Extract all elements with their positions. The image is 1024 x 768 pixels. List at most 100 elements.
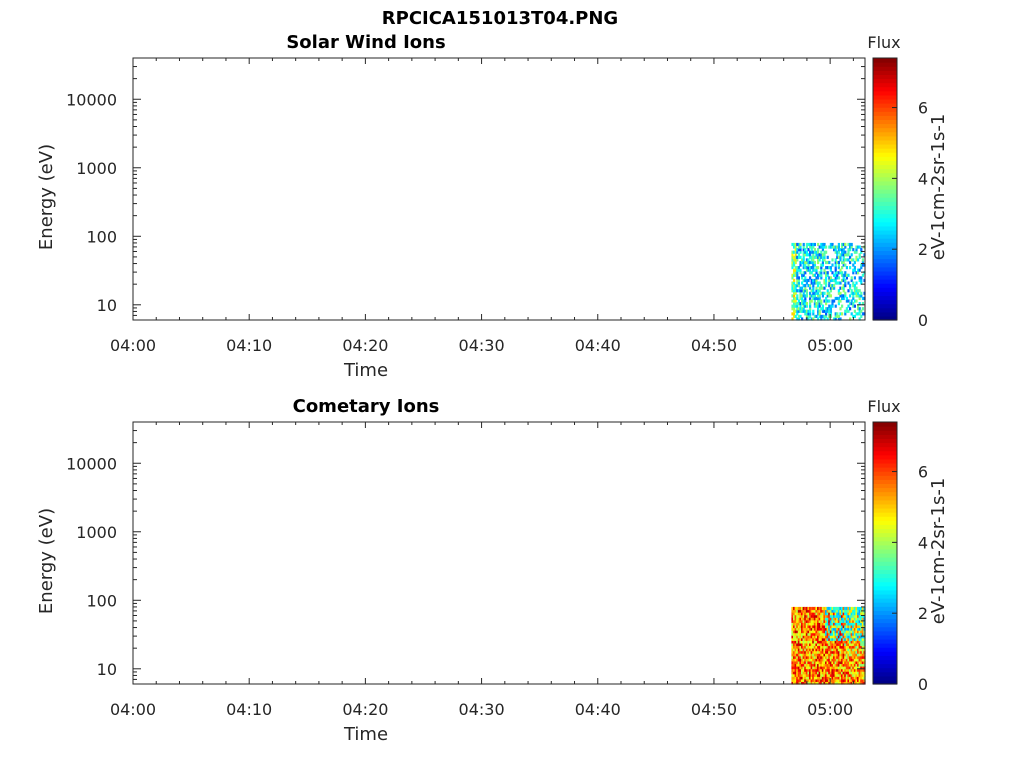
solar-wind-cell: [834, 258, 837, 262]
cometary-cell: [837, 678, 840, 683]
cometary-cell: [813, 630, 817, 634]
solar-wind-cell: [855, 245, 858, 249]
solar-wind-cell: [825, 278, 828, 283]
solar-wind-cell: [794, 309, 797, 313]
cometary-cell: [810, 606, 813, 611]
cometary-cell: [813, 617, 817, 621]
cometary-cell: [845, 619, 848, 623]
solar-wind-cell: [797, 309, 801, 313]
solar-wind-cell: [817, 299, 820, 303]
solar-wind-cell: [817, 289, 820, 293]
solar-wind-cell: [805, 242, 809, 247]
cometary-colorbar-segment: [873, 647, 897, 652]
solar-wind-cell: [793, 271, 796, 275]
solar-wind-cell: [842, 242, 845, 247]
solar-wind-cell: [842, 263, 845, 267]
solar-wind-cell: [805, 281, 809, 285]
cometary-cell: [847, 612, 850, 616]
cometary-cell: [836, 666, 839, 670]
solar-wind-cell: [826, 271, 829, 275]
cometary-cell: [841, 635, 844, 639]
cometary-cell: [849, 632, 852, 636]
cometary-colorbar-segment: [873, 622, 897, 628]
cometary-cell: [855, 645, 858, 649]
cometary-cell: [853, 660, 856, 665]
cometary-cell: [796, 617, 799, 621]
solar-wind-cell: [802, 271, 805, 275]
cometary-cell: [858, 668, 861, 672]
solar-wind-colorbar-segment: [873, 70, 897, 75]
solar-wind-cell: [794, 286, 797, 290]
solar-wind-cell: [841, 242, 844, 247]
solar-wind-cell: [825, 309, 828, 313]
cometary-cell: [831, 606, 834, 611]
solar-wind-cell: [858, 289, 861, 293]
cometary-cell: [825, 676, 828, 680]
cometary-cell: [799, 663, 802, 667]
solar-wind-cell: [849, 266, 852, 270]
cometary-cell: [836, 660, 839, 665]
cometary-cell: [802, 655, 805, 659]
cometary-cell: [847, 671, 850, 675]
cometary-cell: [857, 617, 860, 621]
solar-wind-cell: [828, 266, 831, 270]
solar-wind-colorbar-segment: [873, 201, 897, 206]
cometary-cell: [858, 660, 861, 665]
solar-wind-cell: [823, 286, 826, 290]
cometary-colorbar-segment: [873, 581, 897, 587]
cometary-cell: [828, 660, 831, 665]
solar-wind-cell: [815, 255, 818, 259]
solar-wind-cell: [796, 309, 799, 313]
cometary-cell: [834, 678, 837, 683]
solar-wind-cell: [807, 248, 810, 252]
solar-wind-cell: [809, 309, 812, 313]
solar-wind-cell: [813, 278, 817, 283]
cometary-cell: [821, 648, 825, 652]
cometary-cell: [821, 678, 825, 683]
cometary-cell: [839, 642, 842, 647]
cometary-cell: [820, 619, 823, 623]
cometary-cell: [804, 645, 807, 649]
solar-wind-cell: [836, 312, 839, 316]
solar-wind-cell: [810, 294, 813, 298]
cometary-cell: [828, 671, 831, 675]
cometary-cell: [861, 655, 864, 659]
cometary-cell: [805, 676, 809, 680]
solar-wind-cell: [791, 281, 794, 285]
cometary-cell: [826, 627, 829, 631]
cometary-cell: [860, 648, 863, 652]
cometary-cell: [836, 630, 839, 634]
solar-wind-cell: [813, 299, 817, 303]
solar-wind-cell: [826, 294, 829, 298]
cometary-cell: [794, 609, 797, 613]
cometary-cell: [817, 676, 820, 680]
cometary-cell: [855, 632, 858, 636]
cometary-cell: [847, 632, 850, 636]
cometary-cell: [820, 660, 823, 665]
solar-wind-cell: [812, 258, 815, 262]
cometary-cell: [847, 637, 850, 641]
solar-wind-cell: [794, 255, 797, 259]
cometary-cell: [850, 606, 853, 611]
solar-wind-cell: [810, 248, 813, 252]
cometary-cell: [844, 619, 847, 623]
cometary-cell: [823, 663, 826, 667]
solar-wind-cell: [809, 302, 812, 306]
solar-wind-cell: [817, 317, 820, 321]
cometary-cell: [805, 614, 809, 618]
cometary-cell: [829, 671, 833, 675]
cometary-cell: [839, 673, 842, 677]
solar-wind-colorbar-segment: [873, 139, 897, 145]
cometary-cell: [804, 635, 807, 639]
cometary-cell: [804, 666, 807, 670]
cometary-xtick-label: 04:10: [226, 700, 272, 719]
cometary-cell: [809, 632, 812, 636]
solar-wind-cell: [860, 309, 863, 313]
cometary-cell: [836, 635, 839, 639]
solar-wind-cell: [836, 271, 839, 275]
solar-wind-cell: [845, 276, 848, 280]
cometary-cell: [845, 637, 848, 641]
cometary-cell: [834, 676, 837, 680]
cometary-cell: [853, 609, 856, 613]
cometary-cell: [810, 666, 813, 670]
